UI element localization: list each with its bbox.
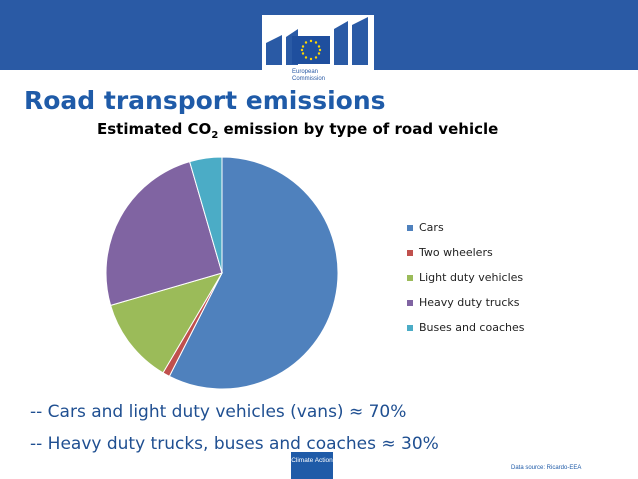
climate-action-logo: Climate Action xyxy=(291,452,333,479)
legend-item-cars: Cars xyxy=(407,215,524,240)
pie-slice-heavy-duty-trucks xyxy=(105,160,223,306)
data-source-note: Data source: Ricardo-EEA xyxy=(511,465,582,471)
legend-label-buses-and-coaches: Buses and coaches xyxy=(419,321,525,334)
slide-title: Road transport emissions xyxy=(24,86,386,115)
eu-flag-icon xyxy=(292,36,330,64)
legend-item-light-duty-vehicles: Light duty vehicles xyxy=(407,265,524,290)
pie-slice-buses-and-coaches xyxy=(189,156,223,274)
legend-label-two-wheelers: Two wheelers xyxy=(419,246,493,259)
bullet-cars-vans: -- Cars and light duty vehicles (vans) ≈… xyxy=(30,402,407,422)
legend-swatch-two-wheelers xyxy=(407,249,413,256)
chart-title-suffix: emission by type of road vehicle xyxy=(218,120,499,138)
legend-swatch-light-duty-vehicles xyxy=(407,274,413,281)
chart-title-prefix: Estimated CO xyxy=(97,120,212,138)
ec-logo-text: European Commission xyxy=(292,69,326,82)
legend-swatch-cars xyxy=(407,224,413,231)
legend-item-heavy-duty-trucks: Heavy duty trucks xyxy=(407,290,524,315)
pie-slice-cars xyxy=(168,156,339,390)
legend-label-light-duty-vehicles: Light duty vehicles xyxy=(419,271,524,284)
legend-swatch-heavy-duty-trucks xyxy=(407,299,413,306)
legend-swatch-buses-and-coaches xyxy=(407,324,413,331)
chart-title: Estimated CO2 emission by type of road v… xyxy=(97,120,498,141)
legend-item-buses-and-coaches: Buses and coaches xyxy=(407,315,524,340)
chart-title-subscript: 2 xyxy=(211,130,219,141)
chart-legend: Cars Two wheelers Light duty vehicles Heavy… xyxy=(407,215,524,340)
summary-bullets: -- Cars and light duty vehicles (vans) ≈… xyxy=(30,396,439,460)
legend-label-cars: Cars xyxy=(419,221,444,234)
legend-label-heavy-duty-trucks: Heavy duty trucks xyxy=(419,296,520,309)
pie-slice-light-duty-vehicles xyxy=(109,272,224,374)
legend-item-two-wheelers: Two wheelers xyxy=(407,240,524,265)
bullet-trucks-buses: -- Heavy duty trucks, buses and coaches … xyxy=(30,434,439,454)
